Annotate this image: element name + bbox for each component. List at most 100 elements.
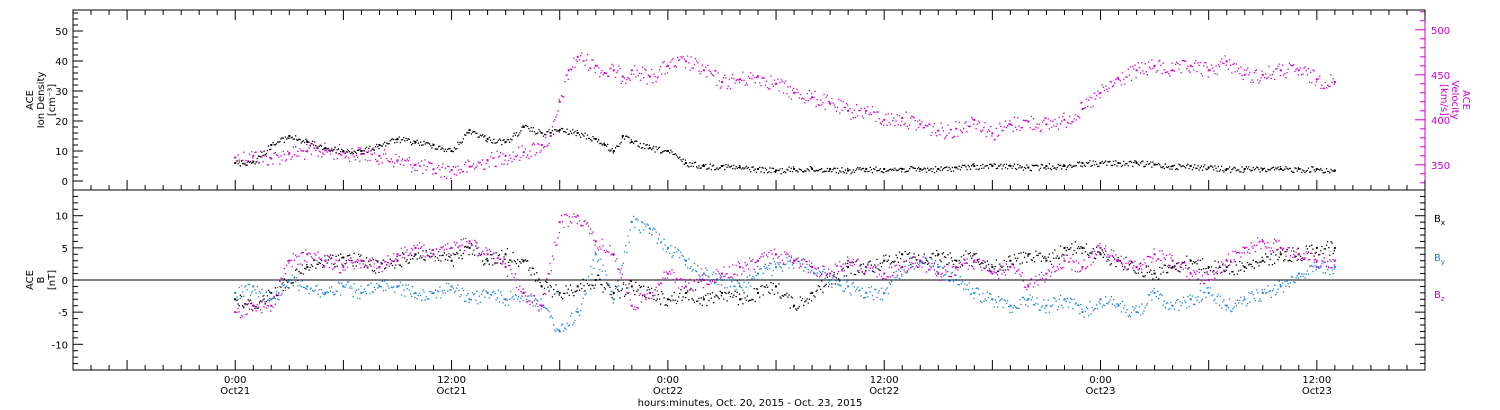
dot [628,78,630,80]
dot [642,295,644,297]
dot [628,292,630,294]
dot [492,157,494,159]
dot [391,264,394,267]
dot [298,270,300,273]
dot [362,291,364,293]
dot [643,285,645,287]
density-point-fill [1299,166,1317,174]
dot [1079,247,1081,250]
dot [1128,74,1130,76]
dot [298,138,300,140]
dot [964,164,966,166]
dot [471,244,474,246]
velocity-point-fill [1299,66,1317,86]
dot [243,163,245,165]
bz-point-fill [380,253,398,273]
dot [329,153,332,155]
by-point-fill [1245,289,1263,307]
dot [245,314,247,316]
density-point-fill [723,164,741,171]
bx-point [1153,272,1156,275]
dot [1281,169,1284,171]
dot [1232,168,1234,170]
dot [1133,269,1135,272]
dot [733,285,735,287]
dot [1153,66,1155,68]
dot [249,294,252,296]
dot [1239,260,1241,263]
by-point-fill [705,267,723,286]
dot [344,286,346,288]
dot [617,268,619,270]
dot [1330,168,1332,171]
dot [390,158,392,160]
density-point [1045,165,1048,167]
dot [1285,251,1287,253]
velocity-point-fill [362,147,380,165]
dot [575,310,577,313]
dot [278,299,280,301]
dot [404,140,406,142]
dot [1165,302,1168,305]
dot [918,166,920,169]
dot [1310,71,1312,73]
dot [999,122,1001,125]
dot [1279,166,1281,168]
dot [1295,255,1297,257]
dot [258,155,261,157]
dot [773,79,776,81]
dot [657,147,659,149]
dot [1080,165,1082,167]
dot [267,145,270,147]
dot [736,79,738,81]
dot [936,135,938,137]
dot [799,93,801,96]
dot [603,278,605,281]
dot [356,297,359,299]
dot [291,266,293,268]
dot [1214,298,1216,300]
dot [754,271,756,273]
dot [1206,66,1208,68]
dot [887,292,889,295]
by-point-fill [470,289,488,305]
dot [737,166,739,169]
dot [660,282,662,284]
dot [893,279,895,281]
dot [237,303,239,305]
dot [903,269,905,271]
by-point [486,291,489,294]
dot [521,126,523,128]
dot [657,238,659,240]
dot [520,290,522,293]
dot [567,78,569,80]
dot [519,132,521,134]
dot [331,257,333,259]
dot [681,285,683,288]
dot [990,293,992,295]
dot [660,241,662,244]
dot [1321,84,1323,86]
dot [341,257,343,259]
dot [399,163,401,165]
dot [423,291,425,293]
dot [688,62,690,64]
dot [724,275,726,277]
dot [237,298,239,300]
density-point [721,165,723,167]
dot [464,300,466,302]
velocity-point [1297,69,1300,72]
dot [1186,164,1188,166]
dot [764,263,767,265]
dot [788,294,790,296]
dot [1212,166,1214,168]
dot [618,285,620,287]
dot [616,258,618,260]
dot [418,165,421,167]
dot [900,124,902,126]
dot [578,220,581,222]
dot [718,167,720,169]
dot [675,66,678,68]
dot [847,104,849,106]
dot [791,264,794,266]
